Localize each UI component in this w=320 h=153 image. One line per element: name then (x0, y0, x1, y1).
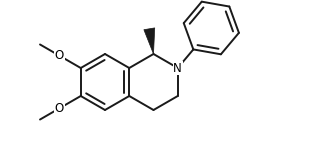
Text: O: O (55, 102, 64, 115)
Text: N: N (173, 62, 182, 75)
Text: O: O (55, 49, 64, 62)
Polygon shape (144, 28, 155, 54)
